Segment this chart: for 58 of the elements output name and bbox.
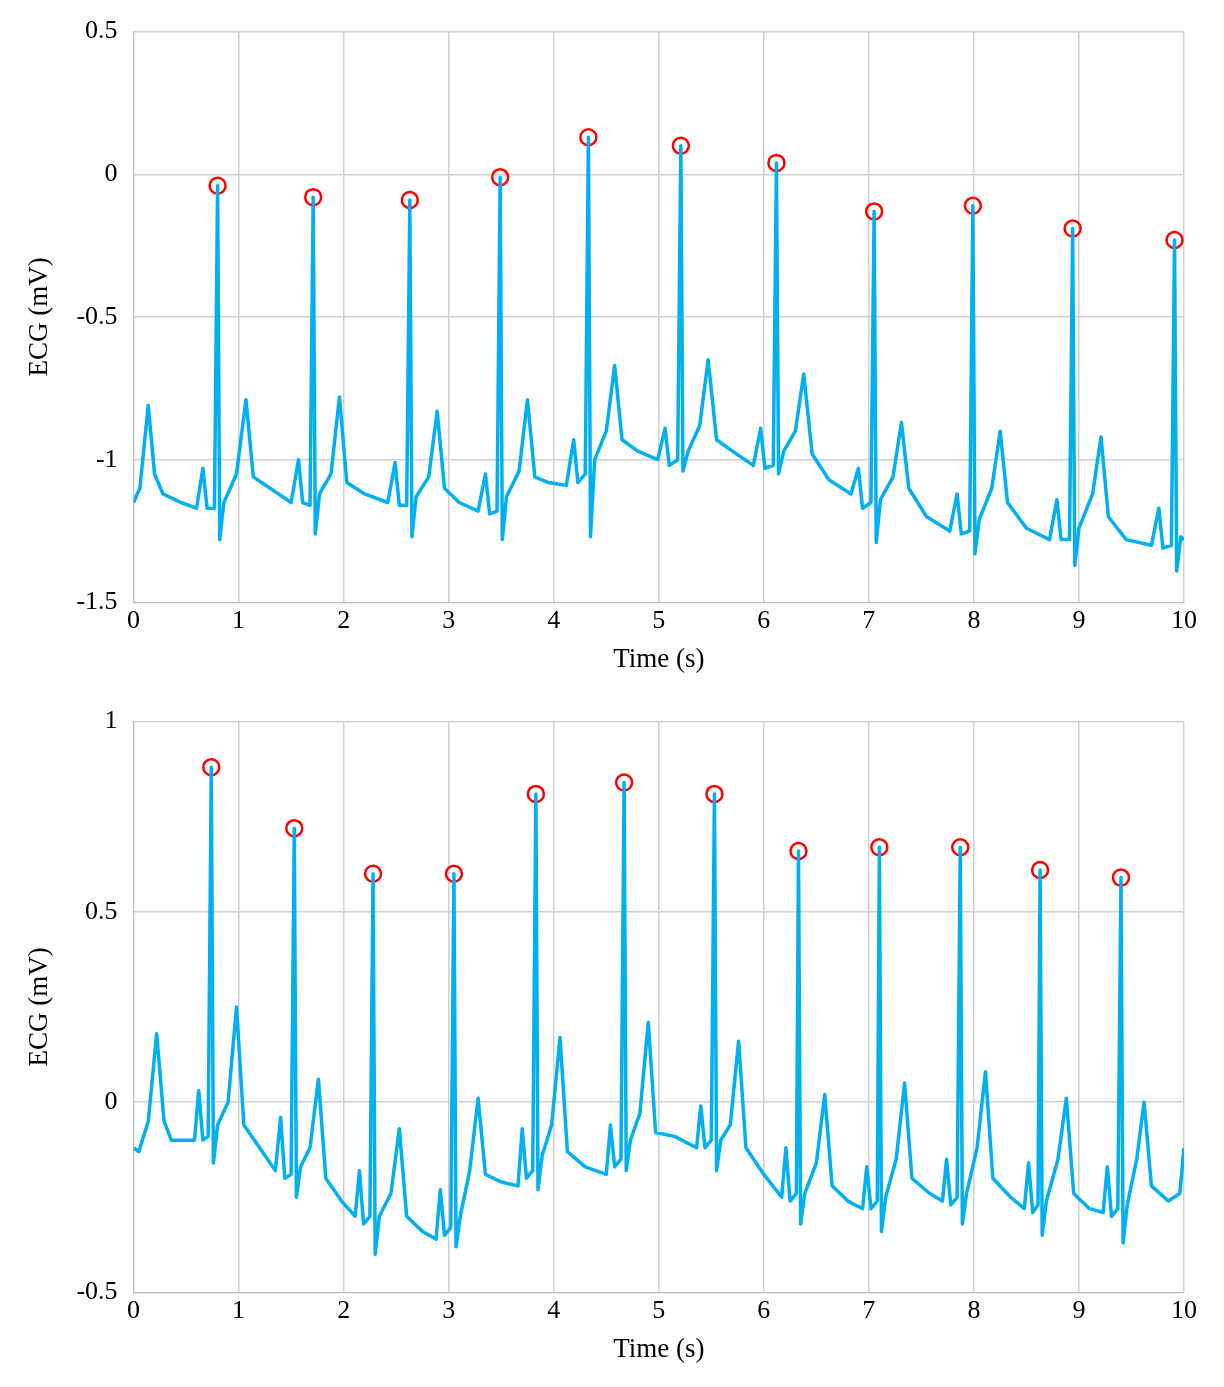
x-axis-title: Time (s) (613, 642, 705, 673)
point (963, 196, 983, 215)
y-axis-title: ECG (mV) (23, 947, 54, 1067)
y-tick-label: 1 (104, 705, 118, 735)
x-tick-label: 3 (442, 1294, 456, 1324)
x-tick-label: 3 (442, 604, 456, 634)
point (1165, 230, 1184, 250)
y-tick-label: -1 (95, 443, 118, 473)
point (444, 864, 464, 884)
point (789, 841, 808, 861)
x-tick-label: 1 (232, 1294, 246, 1324)
y-tick-label: 0.5 (85, 15, 118, 45)
point (767, 153, 786, 173)
x-axis-title: Time (s) (613, 1332, 705, 1363)
x-tick-label: 4 (547, 604, 561, 634)
x-tick-label: 10 (1171, 1294, 1197, 1324)
point (202, 758, 221, 777)
point (208, 176, 227, 195)
point (303, 187, 323, 207)
x-tick-label: 5 (652, 1294, 666, 1324)
x-tick-label: 6 (757, 1294, 771, 1324)
x-tick-label: 2 (337, 604, 351, 634)
y-axis-title: ECG (mV) (23, 257, 54, 377)
x-tick-label: 0 (127, 604, 141, 634)
x-tick-label: 6 (757, 604, 771, 634)
point (1063, 219, 1082, 238)
x-tick-label: 1 (232, 604, 246, 634)
y-tick-label: -1.5 (76, 586, 118, 616)
y-tick-label: 0.5 (85, 895, 118, 925)
x-tick-label: 0 (127, 1294, 141, 1324)
point (1111, 868, 1131, 887)
point (579, 127, 598, 147)
point (285, 818, 304, 838)
point (400, 190, 420, 210)
x-tick-label: 8 (967, 1294, 981, 1324)
y-tick-label: -0.5 (76, 1276, 118, 1306)
x-tick-label: 10 (1171, 604, 1197, 634)
y-tick-label: 0 (104, 158, 118, 188)
point (363, 864, 383, 884)
point (864, 202, 884, 221)
x-tick-label: 9 (1072, 1294, 1086, 1324)
x-tick-label: 5 (652, 604, 666, 634)
x-tick-label: 7 (862, 1294, 876, 1324)
x-tick-label: 7 (862, 604, 876, 634)
y-tick-label: 0 (104, 1085, 118, 1115)
point (1030, 860, 1050, 880)
x-tick-label: 4 (547, 1294, 561, 1324)
point (526, 784, 546, 804)
point (671, 136, 691, 156)
point (490, 167, 510, 187)
point (870, 837, 889, 857)
x-tick-label: 8 (967, 604, 981, 634)
point (614, 773, 634, 792)
point (951, 837, 970, 857)
x-tick-label: 2 (337, 1294, 351, 1324)
y-tick-label: -0.5 (76, 300, 118, 330)
point (705, 784, 724, 804)
x-tick-label: 9 (1072, 604, 1086, 634)
